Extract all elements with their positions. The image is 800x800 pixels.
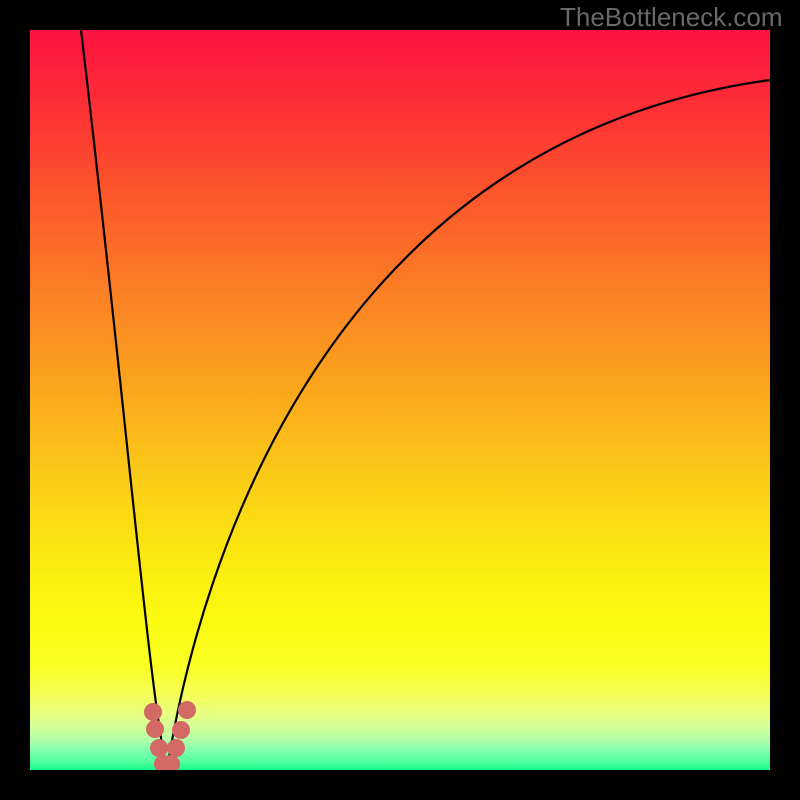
watermark-text: TheBottleneck.com (560, 2, 783, 33)
chart-frame (0, 0, 800, 800)
